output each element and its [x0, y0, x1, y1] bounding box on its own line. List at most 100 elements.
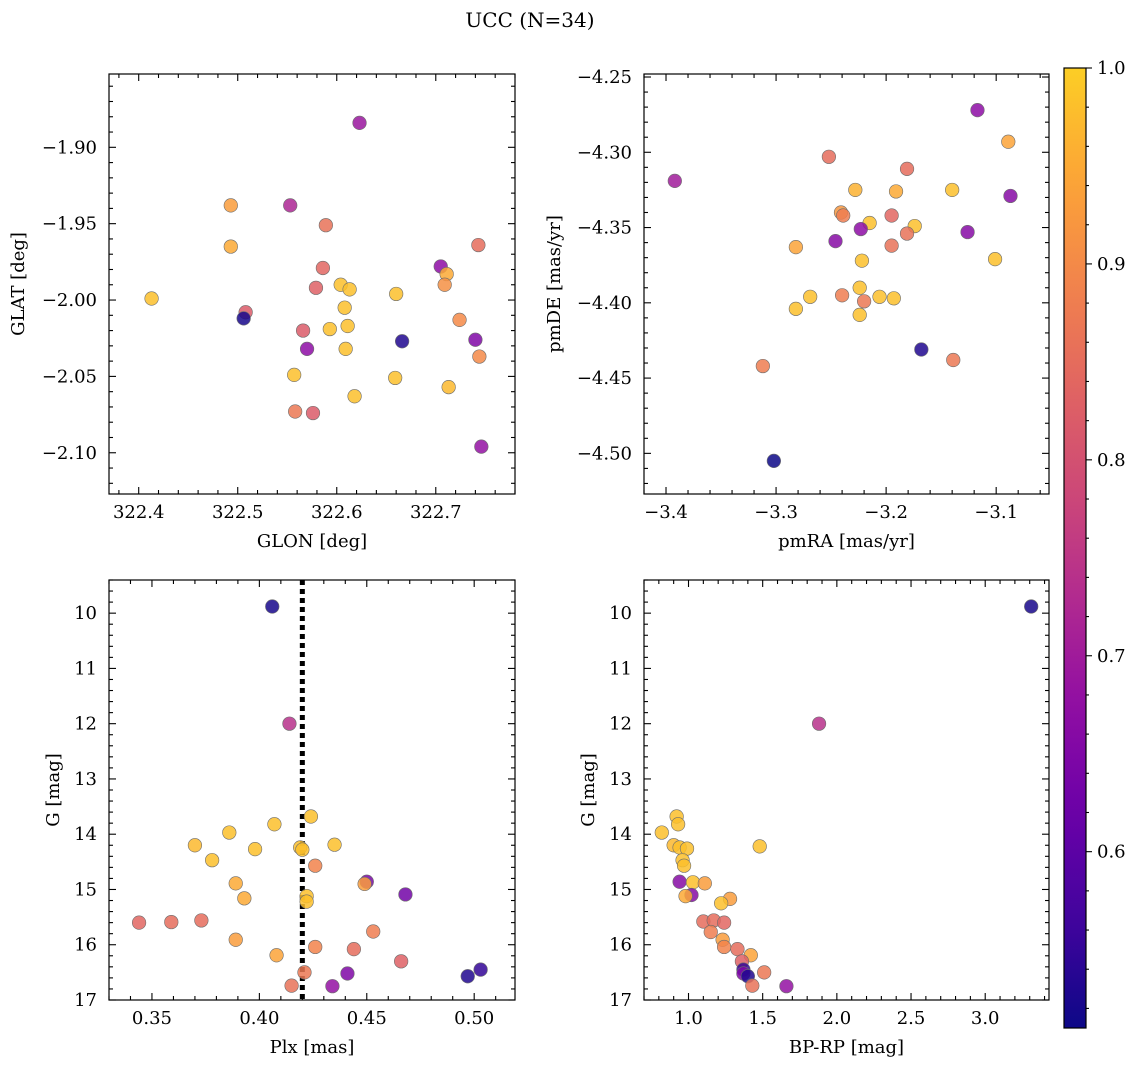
y-tick-label: −4.40	[577, 293, 632, 314]
x-tick-label: −3.2	[864, 502, 908, 523]
scatter-point	[766, 453, 781, 468]
colorbar-frame	[1063, 67, 1087, 1029]
scatter-point	[318, 218, 333, 233]
x-tick-label: 1.5	[748, 1008, 777, 1029]
x-axis-label: Plx [mas]	[270, 1037, 355, 1058]
y-axis-label: G [mag]	[578, 753, 599, 826]
scatter-point	[1003, 188, 1018, 204]
colorbar-tick-label: 1.0	[1097, 58, 1126, 79]
scatter-point	[473, 962, 488, 977]
x-tick-label: 0.40	[239, 1008, 279, 1029]
x-axis-label: pmRA [mas/yr]	[778, 531, 915, 552]
x-tick-label: 2.0	[823, 1008, 852, 1029]
scatter-point	[697, 876, 712, 891]
scatter-point	[394, 954, 409, 969]
colorbar: 0.6 0.7 0.8 0.9 1.0	[1063, 58, 1126, 1029]
scatter-point	[337, 300, 352, 315]
scatter-point	[852, 307, 867, 322]
scatter-point	[884, 208, 899, 223]
y-tick-label: 16	[609, 935, 632, 956]
scatter-point	[265, 599, 280, 614]
x-tick-label: 322.4	[113, 502, 165, 523]
scatter-point	[755, 358, 770, 374]
scatter-point	[308, 280, 324, 295]
scatter-point	[287, 367, 302, 382]
scatter-point	[284, 978, 299, 993]
scatter-point	[342, 282, 357, 297]
scatter-point	[667, 173, 682, 188]
scatter-panel-bottom-right: 1.0 1.5 2.0 2.5 3.0 10 11 12 13 14 15 16 17 BP-RP [ma…	[578, 579, 1050, 1058]
scatter-point	[779, 979, 794, 994]
scatter-point	[703, 924, 718, 940]
scatter-point	[945, 182, 960, 198]
scatter-point	[288, 404, 303, 419]
plot-frame	[108, 579, 516, 1001]
plot-frame	[108, 73, 516, 495]
scatter-point	[852, 280, 867, 295]
scatter-point	[452, 312, 467, 327]
scatter-point	[888, 184, 904, 199]
scatter-points	[131, 599, 488, 994]
scatter-point	[717, 915, 732, 930]
colorbar-tick-label: 0.9	[1097, 254, 1126, 275]
x-tick-label: 3.0	[971, 1008, 1000, 1029]
scatter-point	[676, 858, 692, 873]
scatter-point	[471, 237, 486, 253]
y-tick-label: 16	[74, 935, 97, 956]
scatter-point	[187, 838, 203, 853]
colorbar-tick-label: 0.6	[1097, 842, 1126, 863]
x-axis-label: BP-RP [mag]	[789, 1037, 904, 1058]
scatter-point	[834, 288, 850, 303]
scatter-point	[437, 277, 452, 292]
scatter-point	[886, 291, 901, 306]
scatter-point	[299, 894, 314, 909]
scatter-point	[267, 817, 282, 832]
scatter-point	[144, 291, 159, 306]
y-tick-label: 12	[74, 714, 97, 735]
colorbar-tick-label: 0.7	[1097, 646, 1126, 667]
y-tick-label: 11	[74, 658, 97, 679]
y-tick-label: 15	[74, 879, 97, 900]
scatter-point	[757, 965, 772, 980]
scatter-point	[685, 875, 701, 890]
scatter-point	[325, 979, 340, 994]
scatter-panel-top-right: −3.4 −3.3 −3.2 −3.1 −4.25 −4.30 −4.35 −4.40 −4.4…	[544, 67, 1050, 552]
scatter-point	[247, 842, 263, 857]
scatter-point	[357, 876, 372, 892]
scatter-point	[131, 915, 147, 930]
scatter-point	[269, 948, 284, 963]
scatter-point	[714, 896, 729, 911]
x-tick-label: 322.5	[212, 502, 264, 523]
scatter-point	[821, 149, 836, 164]
scatter-point	[854, 253, 870, 268]
x-tick-label: −3.1	[974, 502, 1018, 523]
scatter-point	[828, 233, 843, 249]
scatter-point	[730, 942, 745, 957]
y-tick-label: −2.00	[42, 290, 97, 311]
y-tick-label: 15	[609, 879, 632, 900]
y-tick-label: −2.05	[42, 366, 97, 387]
scatter-point	[322, 321, 337, 337]
scatter-point	[297, 965, 312, 980]
scatter-point	[338, 341, 353, 357]
x-tick-label: −3.4	[644, 502, 688, 523]
scatter-point	[222, 825, 237, 840]
scatter-point	[788, 240, 803, 255]
scatter-point	[205, 853, 220, 868]
scatter-point	[654, 825, 669, 840]
y-tick-label: 14	[74, 824, 97, 845]
x-tick-label: 322.7	[410, 502, 462, 523]
scatter-points	[654, 599, 1039, 994]
y-tick-label: 17	[74, 990, 97, 1011]
x-tick-label: 1.0	[674, 1008, 703, 1029]
scatter-point	[717, 939, 732, 955]
x-tick-label: 0.35	[132, 1008, 172, 1029]
scatter-point	[899, 161, 915, 176]
scatter-point	[305, 405, 321, 421]
scatter-point	[678, 889, 693, 904]
scatter-point	[848, 182, 863, 198]
scatter-point	[671, 817, 686, 832]
plot-frame	[643, 73, 1050, 495]
scatter-point	[346, 942, 361, 957]
scatter-point	[460, 969, 475, 984]
